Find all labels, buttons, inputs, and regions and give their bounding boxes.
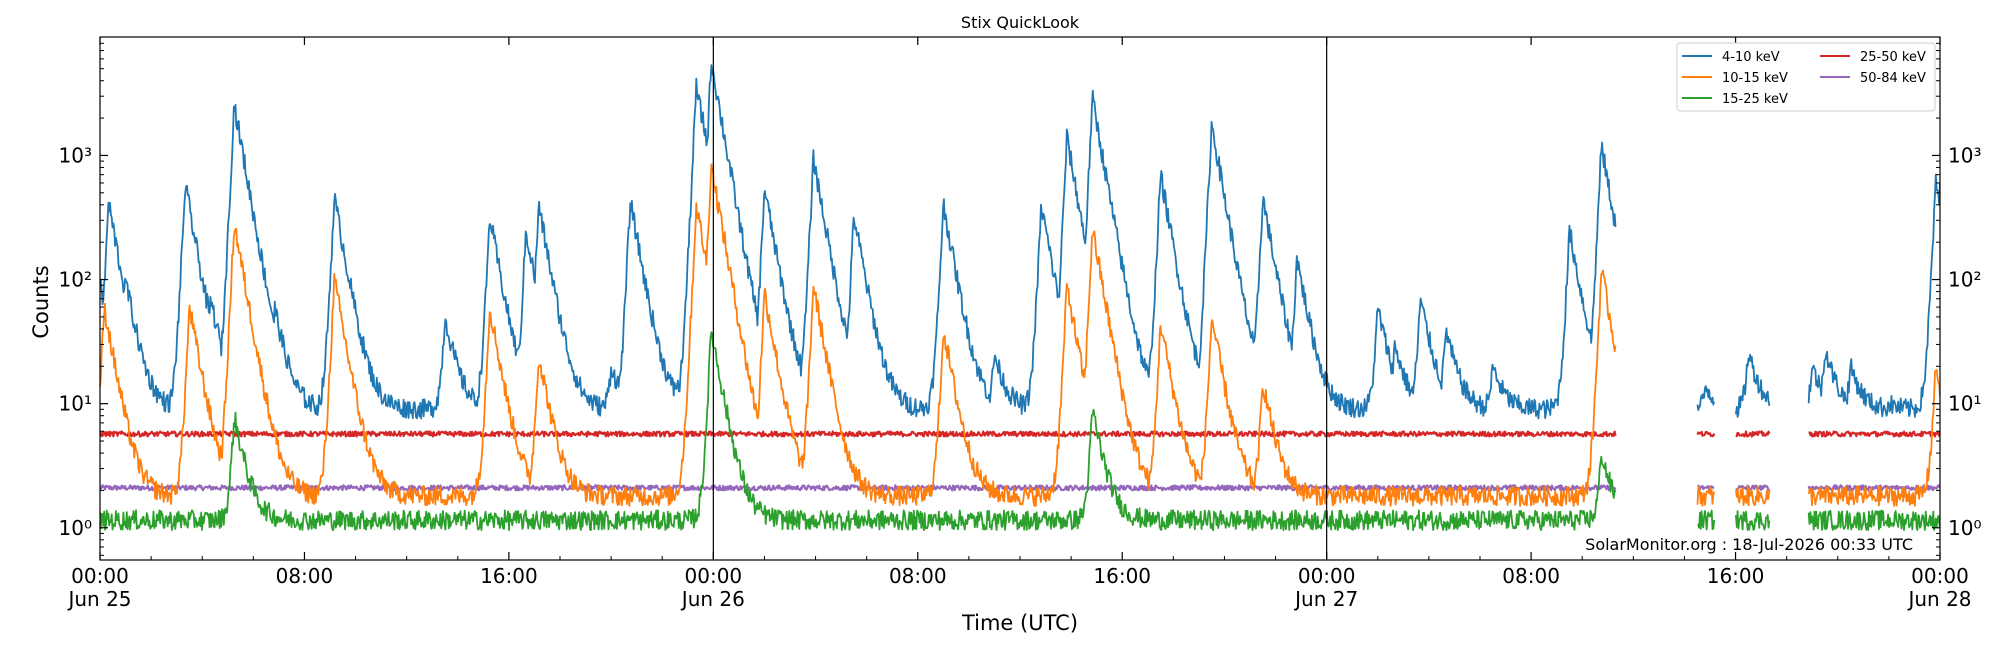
- x-tick-label: 16:00: [480, 564, 538, 588]
- x-tick-date-label: Jun 25: [66, 587, 131, 611]
- y-tick-label-right: 10¹: [1948, 392, 1981, 416]
- plot-frame: [99, 36, 1941, 561]
- legend-label: 25-50 keV: [1860, 50, 1926, 65]
- series-line-25-50-kev: [100, 430, 1940, 438]
- x-tick-label: 16:00: [1093, 564, 1151, 588]
- y-tick-label-right: 10⁰: [1948, 516, 1981, 540]
- legend-label: 15-25 keV: [1722, 92, 1788, 107]
- legend-label: 10-15 keV: [1722, 71, 1788, 86]
- x-tick-label: 00:00: [1298, 564, 1356, 588]
- x-tick-label: 00:00: [1911, 564, 1969, 588]
- x-tick-label: 08:00: [276, 564, 334, 588]
- y-tick-label: 10²: [59, 268, 92, 292]
- chart-title: Stix QuickLook: [961, 13, 1080, 32]
- series-line-50-84-kev: [100, 484, 1940, 492]
- credit-text: SolarMonitor.org : 18-Jul-2026 00:33 UTC: [1585, 535, 1913, 554]
- legend-box: [1676, 42, 1936, 112]
- x-tick-date-label: Jun 26: [680, 587, 745, 611]
- x-tick-label: 00:00: [71, 564, 129, 588]
- x-tick-date-label: Jun 28: [1906, 587, 1971, 611]
- series-layer: [100, 64, 1940, 532]
- y-tick-label: 10¹: [59, 392, 92, 416]
- legend-label: 4-10 keV: [1722, 50, 1780, 65]
- legend-label: 50-84 keV: [1860, 71, 1926, 86]
- y-axis-title: Counts: [29, 265, 53, 338]
- y-tick-label-right: 10³: [1948, 143, 1981, 167]
- x-tick-label: 08:00: [889, 564, 947, 588]
- series-line-4-10-kev: [100, 64, 1940, 420]
- y-tick-label: 10⁰: [59, 516, 92, 540]
- x-tick-label: 08:00: [1502, 564, 1560, 588]
- legend: 4-10 keV 10-15 keV 15-25 keV 25-50 keV 50-84…: [1676, 42, 1936, 112]
- series-line-10-15-kev: [100, 163, 1940, 507]
- day-boundary-lines: [712, 37, 1328, 560]
- x-tick-label: 16:00: [1707, 564, 1765, 588]
- y-tick-label: 10³: [59, 143, 92, 167]
- x-tick-label: 00:00: [685, 564, 743, 588]
- x-axis-title: Time (UTC): [961, 611, 1078, 635]
- series-line-15-25-kev: [100, 331, 1940, 532]
- y-tick-label-right: 10²: [1948, 268, 1981, 292]
- x-tick-date-label: Jun 27: [1293, 587, 1358, 611]
